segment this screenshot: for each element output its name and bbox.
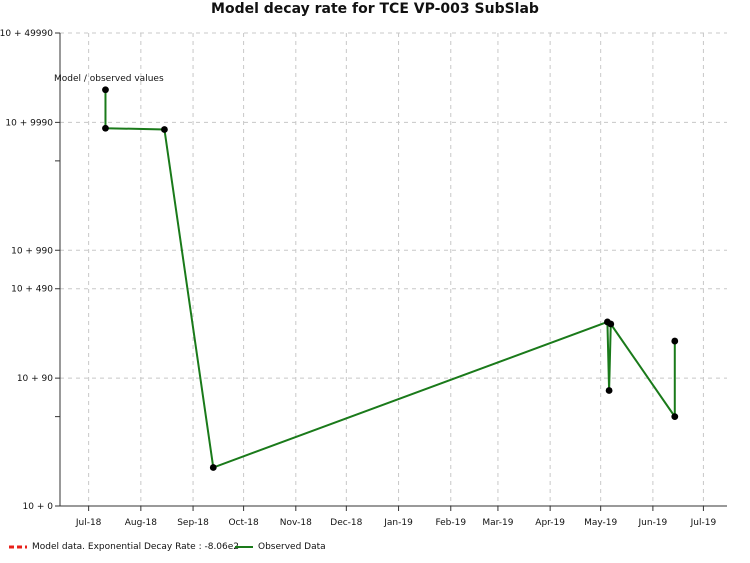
x-tick-label: Sep-18 — [177, 518, 209, 528]
y-tick-label: 10 + 9990 — [5, 118, 53, 128]
y-tick-label: 10 + 0 — [23, 502, 54, 512]
axes: Jul-18 Aug-18 Sep-18 Oct-18 Nov-18 Dec-18 Jan-… — [0, 29, 727, 528]
data-point — [605, 387, 613, 394]
legend-swatch-model — [9, 545, 27, 549]
annotation-text: Model / observed values — [54, 74, 164, 84]
grid-lines — [60, 32, 727, 507]
x-tick-label: Jul-18 — [75, 518, 102, 528]
legend-swatch-observed — [235, 546, 253, 548]
x-tick-label: Jan-19 — [383, 518, 413, 528]
x-tick-label: Jul-19 — [690, 518, 717, 528]
data-point — [161, 126, 168, 133]
data-point — [671, 413, 679, 421]
y-tick-label: 10 + 49990 — [0, 29, 53, 39]
annotation-layer: Model / observed values — [54, 74, 164, 84]
data-point — [102, 86, 109, 94]
x-tick-label: Mar-19 — [482, 518, 513, 528]
y-tick-label: 10 + 990 — [11, 246, 53, 256]
x-tick-label: Oct-18 — [228, 518, 259, 528]
x-tick-label: May-19 — [584, 518, 617, 528]
series-line-observed — [104, 89, 676, 469]
legend-label-observed: Observed Data — [258, 542, 326, 552]
data-point — [209, 464, 217, 471]
data-point — [102, 124, 109, 132]
x-tick-label: Feb-19 — [435, 518, 466, 528]
x-tick-label: Aug-18 — [125, 518, 158, 528]
data-point — [671, 337, 679, 345]
x-tick-label: Nov-18 — [280, 518, 312, 528]
x-tick-label: Dec-18 — [330, 518, 362, 528]
series-layer — [102, 86, 679, 471]
legend-label-model: Model data. Exponential Decay Rate : -8.… — [32, 542, 240, 552]
x-tick-label: Apr-19 — [535, 518, 565, 528]
y-tick-label: 10 + 490 — [11, 285, 53, 295]
chart-title: Model decay rate for TCE VP-003 SubSlab — [211, 1, 539, 17]
y-tick-label: 10 + 90 — [17, 374, 53, 384]
data-point — [607, 320, 615, 328]
x-tick-label: Jun-19 — [638, 518, 668, 528]
